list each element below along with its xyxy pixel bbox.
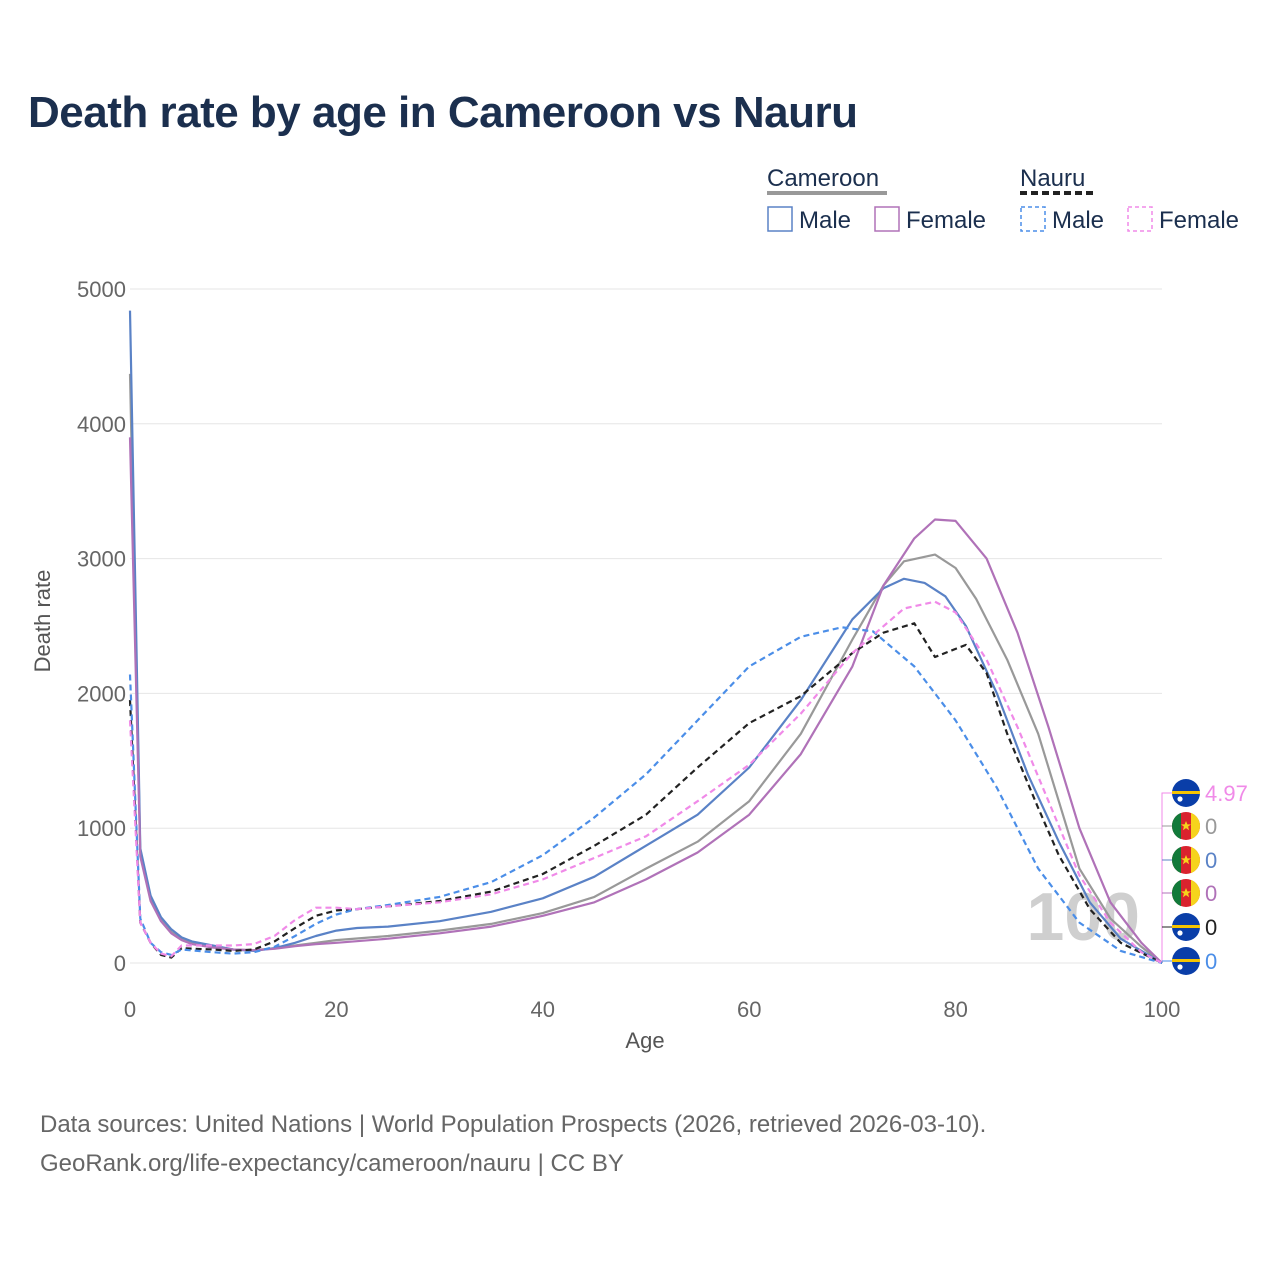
end-label-connector	[1161, 792, 1174, 961]
series-line-nauru-female[interactable]	[128, 600, 1163, 964]
cameroon-flag-icon	[1172, 812, 1200, 840]
nauru-flag-icon	[1172, 913, 1200, 941]
x-tick-label: 80	[943, 997, 967, 1022]
legend-item-label[interactable]: Male	[799, 207, 851, 234]
x-tick-label: 100	[1144, 997, 1181, 1022]
series-line-cameroon-female[interactable]	[128, 437, 1163, 964]
legend-item-label[interactable]: Male	[1052, 207, 1104, 234]
series-line-nauru-male[interactable]	[128, 626, 1163, 965]
legend-swatch[interactable]	[1020, 206, 1046, 232]
legend-item-label[interactable]: Female	[906, 207, 986, 234]
x-axis-ticks: 0 20 40 60 80 100	[124, 997, 1180, 1022]
y-tick-label: 0	[114, 951, 126, 976]
y-tick-label: 4000	[77, 412, 126, 437]
x-tick-label: 60	[737, 997, 761, 1022]
legend[interactable]: Cameroon Male Female Nauru Male Female	[767, 165, 1239, 234]
series-line-nauru-total[interactable]	[128, 622, 1163, 964]
nauru-flag-icon	[1172, 947, 1200, 975]
legend-item-label[interactable]: Female	[1159, 207, 1239, 234]
end-value-label: 0	[1205, 915, 1217, 940]
series-line-cameroon-male[interactable]	[128, 310, 1163, 964]
cameroon-flag-icon	[1172, 846, 1200, 874]
cameroon-flag-icon	[1172, 879, 1200, 907]
end-value-label: 4.97	[1205, 781, 1248, 806]
y-tick-label: 3000	[77, 547, 126, 572]
x-tick-label: 0	[124, 997, 136, 1022]
x-axis-title: Age	[625, 1028, 664, 1053]
legend-country-title[interactable]: Cameroon	[767, 165, 879, 192]
end-value-label: 0	[1205, 949, 1217, 974]
legend-swatch[interactable]	[767, 206, 793, 232]
series-lines	[128, 310, 1163, 965]
legend-swatch[interactable]	[1127, 206, 1153, 232]
y-axis-ticks: 0 1000 2000 3000 4000 5000	[77, 277, 126, 976]
end-value-label: 0	[1205, 814, 1217, 839]
source-note: Data sources: United Nations | World Pop…	[40, 1105, 986, 1183]
x-tick-label: 40	[531, 997, 555, 1022]
gridlines	[130, 288, 1162, 964]
source-line: Data sources: United Nations | World Pop…	[40, 1111, 987, 1138]
series-line-cameroon-total[interactable]	[128, 373, 1163, 964]
end-value-labels: 4.97 0 0 0 0 0	[1161, 779, 1248, 975]
chart-title: Death rate by age in Cameroon vs Nauru	[28, 88, 858, 137]
end-value-label: 0	[1205, 881, 1217, 906]
x-tick-label: 20	[324, 997, 348, 1022]
y-axis-title: Death rate	[30, 570, 55, 673]
legend-swatch[interactable]	[874, 206, 900, 232]
source-url[interactable]: GeoRank.org/life-expectancy/cameroon/nau…	[40, 1150, 624, 1177]
end-value-label: 0	[1205, 848, 1217, 873]
y-tick-label: 2000	[77, 681, 126, 706]
nauru-flag-icon	[1172, 779, 1200, 807]
y-tick-label: 5000	[77, 277, 126, 302]
y-tick-label: 1000	[77, 816, 126, 841]
legend-country-title[interactable]: Nauru	[1020, 165, 1085, 192]
